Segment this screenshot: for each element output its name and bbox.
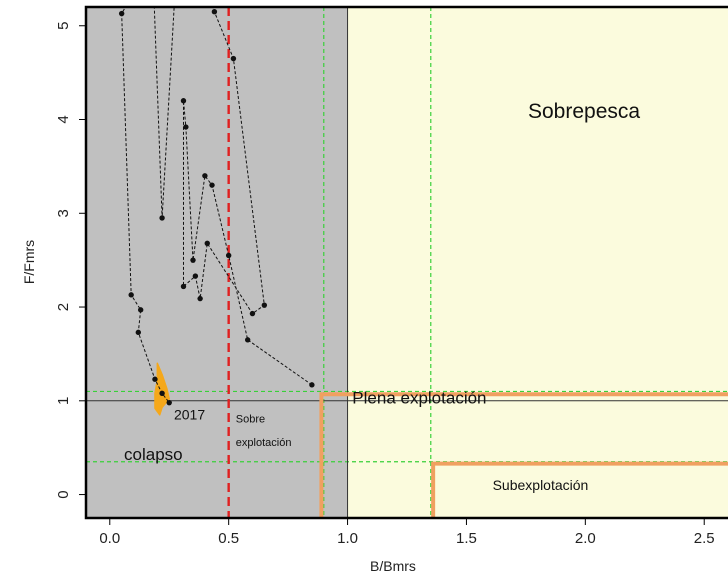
overexploitation-label-line2: explotación xyxy=(236,437,292,449)
trajectory-point xyxy=(152,376,158,382)
trajectory-point xyxy=(204,240,210,246)
x-tick-label: 1.0 xyxy=(337,530,358,547)
trajectory-point xyxy=(180,283,187,290)
trajectory-point xyxy=(192,273,199,279)
x-tick-label: 2.0 xyxy=(575,530,596,547)
trajectory-point xyxy=(135,329,142,336)
overexploitation-label-line1: Sobre xyxy=(236,413,265,425)
uncertainty-region xyxy=(154,362,170,416)
collapse-zone-background xyxy=(86,7,348,518)
trajectory-point xyxy=(128,292,134,298)
x-tick-label: 0.0 xyxy=(99,530,120,547)
y-axis: 0 1 2 3 4 5 xyxy=(55,22,86,499)
x-tick-label: 2.5 xyxy=(694,530,715,547)
plot-frame xyxy=(84,5,728,520)
trajectory-points xyxy=(118,8,315,406)
trajectory-point xyxy=(230,55,237,62)
trajectory-point xyxy=(180,98,187,104)
x-tick-label: 0.5 xyxy=(218,530,239,547)
trajectory-point xyxy=(309,382,315,388)
trajectory-point xyxy=(261,302,268,308)
overfishing-label: Sobrepesca xyxy=(528,100,640,123)
trajectory-point xyxy=(159,390,165,396)
underexploitation-label: Subexplotación xyxy=(493,477,589,493)
y-tick-label: 4 xyxy=(55,115,72,123)
trajectory-point xyxy=(249,310,256,317)
trajectory-point xyxy=(225,252,232,259)
trajectory-point xyxy=(166,399,172,406)
trajectory-point xyxy=(190,257,196,263)
trajectory-point xyxy=(244,337,251,343)
x-axis: 0.0 0.5 1.0 1.5 2.0 2.5 xyxy=(99,518,715,547)
underexploitation-outline xyxy=(431,461,728,518)
y-tick-label: 2 xyxy=(55,303,72,311)
last-year-label: 2017 xyxy=(174,407,205,423)
trajectory-point xyxy=(137,307,144,313)
x-axis-title: B/Bmrs xyxy=(370,558,416,574)
y-tick-label: 3 xyxy=(55,209,72,217)
y-tick-label: 5 xyxy=(55,22,72,30)
trajectory-point xyxy=(183,124,189,130)
trajectory-point xyxy=(159,215,165,221)
y-tick-label: 0 xyxy=(55,490,72,498)
trajectory-point xyxy=(211,8,218,15)
y-axis-title: F/Fmrs xyxy=(21,240,37,284)
x-tick-label: 1.5 xyxy=(456,530,477,547)
trajectory-line xyxy=(121,7,313,403)
trajectory-point xyxy=(118,10,125,17)
full-exploitation-label: Plena explotación xyxy=(352,389,486,408)
trajectory-point xyxy=(209,182,215,188)
full-exploitation-outline xyxy=(319,392,728,518)
trajectory-point xyxy=(202,173,208,179)
trajectory-point xyxy=(197,295,203,302)
y-tick-label: 1 xyxy=(55,397,72,405)
collapse-label: colapso xyxy=(124,445,183,464)
